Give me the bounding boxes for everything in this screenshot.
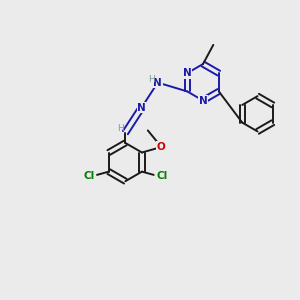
Text: Cl: Cl: [156, 171, 167, 181]
Text: N: N: [199, 95, 207, 106]
Text: H: H: [117, 124, 123, 133]
Text: Cl: Cl: [83, 171, 95, 181]
Text: N: N: [153, 78, 162, 88]
Text: H: H: [148, 74, 154, 83]
Text: N: N: [183, 68, 192, 78]
Text: O: O: [157, 142, 165, 152]
Text: N: N: [137, 103, 146, 112]
